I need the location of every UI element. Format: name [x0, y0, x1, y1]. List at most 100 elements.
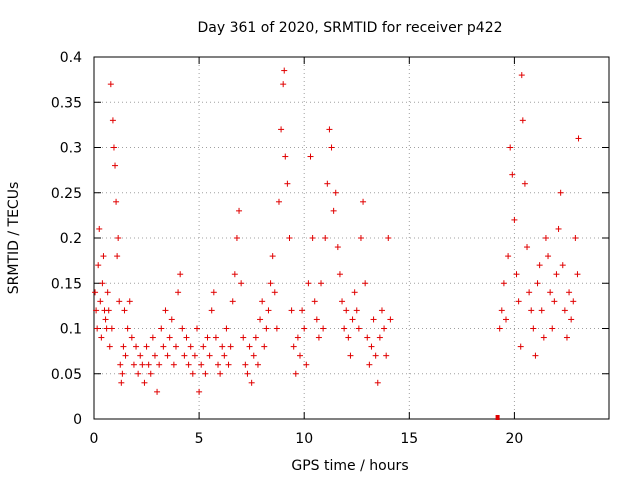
data-point	[347, 352, 354, 359]
data-point	[376, 334, 383, 341]
data-point	[99, 280, 106, 287]
data-point	[364, 334, 371, 341]
data-point	[196, 388, 203, 395]
data-point	[92, 289, 99, 296]
data-point	[122, 352, 129, 359]
data-point	[330, 207, 337, 214]
data-point	[244, 370, 251, 377]
data-point	[160, 343, 167, 350]
data-point	[383, 352, 390, 359]
data-point	[301, 325, 308, 332]
data-point	[168, 316, 175, 323]
data-point	[96, 225, 103, 232]
data-point	[294, 334, 301, 341]
data-point	[185, 361, 192, 368]
data-point	[162, 307, 169, 314]
data-point	[280, 81, 287, 88]
data-point	[513, 271, 520, 278]
data-point	[267, 280, 274, 287]
data-point	[194, 325, 200, 332]
y-tick-label: 0.2	[60, 231, 82, 247]
y-axis: 0 0.05 0.1 0.15 0.2 0.25 0.3 0.35 0.4	[51, 50, 609, 428]
data-point	[191, 352, 198, 359]
data-point	[133, 343, 140, 350]
data-point	[339, 298, 346, 305]
data-point	[126, 298, 133, 305]
data-point	[104, 289, 111, 296]
data-point	[97, 298, 104, 305]
data-point	[372, 352, 379, 359]
data-point	[215, 361, 222, 368]
data-point	[93, 307, 100, 314]
data-point	[282, 153, 289, 160]
data-point	[374, 379, 381, 386]
data-point	[217, 370, 224, 377]
data-point	[189, 370, 196, 377]
data-point	[250, 352, 257, 359]
data-point	[555, 225, 562, 232]
data-point	[538, 307, 545, 314]
data-point	[183, 334, 190, 341]
data-point	[563, 334, 570, 341]
data-point	[252, 334, 259, 341]
data-point	[115, 235, 122, 241]
data-point	[385, 235, 392, 241]
data-point	[311, 298, 318, 305]
data-point	[204, 334, 211, 341]
data-point	[121, 307, 128, 314]
data-point	[233, 235, 240, 241]
data-point	[500, 280, 507, 287]
data-point	[271, 289, 278, 296]
data-point	[545, 253, 552, 260]
data-point	[530, 325, 537, 332]
data-point	[210, 289, 217, 296]
data-point	[119, 370, 126, 377]
data-point	[117, 361, 124, 368]
data-point	[273, 325, 280, 332]
data-point	[322, 235, 329, 241]
data-point	[109, 117, 116, 124]
data-point	[561, 307, 568, 314]
data-point	[172, 343, 179, 350]
data-point	[518, 72, 525, 79]
data-point	[107, 81, 114, 88]
data-point	[517, 343, 524, 350]
data-point	[353, 307, 360, 314]
data-point	[575, 135, 582, 142]
data-point	[141, 379, 148, 386]
data-point	[568, 316, 575, 323]
data-point	[570, 298, 577, 305]
data-point	[559, 262, 566, 269]
y-tick-label: 0.1	[60, 322, 82, 338]
data-point	[248, 379, 255, 386]
data-point	[521, 180, 528, 187]
data-point	[95, 262, 102, 269]
data-point	[103, 325, 110, 332]
x-tick-label: 15	[400, 431, 418, 447]
data-point	[515, 298, 522, 305]
data-point	[175, 289, 182, 296]
data-point	[328, 144, 335, 151]
data-point	[177, 271, 184, 278]
data-point	[198, 361, 205, 368]
data-point	[290, 343, 297, 350]
x-tick-label: 20	[505, 431, 523, 447]
data-point	[378, 307, 385, 314]
data-point	[118, 379, 125, 386]
data-point	[341, 325, 348, 332]
chart-title: Day 361 of 2020, SRMTID for receiver p42…	[197, 20, 502, 36]
data-point	[137, 352, 144, 359]
data-point	[113, 198, 120, 205]
data-point	[102, 316, 109, 323]
data-point	[509, 171, 516, 178]
data-point	[547, 289, 554, 296]
data-point	[254, 361, 261, 368]
data-point	[225, 361, 232, 368]
data-point	[156, 361, 163, 368]
y-tick-label: 0.35	[51, 95, 82, 111]
data-point	[181, 352, 188, 359]
data-point	[526, 289, 533, 296]
data-point	[223, 325, 230, 332]
data-point	[147, 370, 154, 377]
data-point	[130, 361, 137, 368]
